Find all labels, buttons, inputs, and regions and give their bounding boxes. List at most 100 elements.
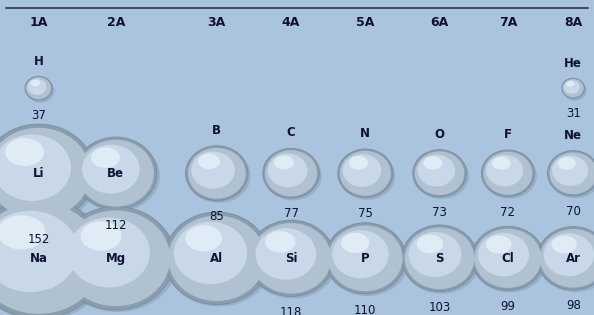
Ellipse shape	[27, 79, 54, 103]
Ellipse shape	[409, 232, 462, 277]
Ellipse shape	[325, 223, 406, 294]
Ellipse shape	[27, 79, 46, 95]
Ellipse shape	[563, 81, 587, 100]
Ellipse shape	[338, 149, 393, 198]
Ellipse shape	[472, 229, 547, 293]
Ellipse shape	[564, 80, 580, 94]
Ellipse shape	[341, 233, 369, 253]
Text: O: O	[435, 128, 444, 140]
Ellipse shape	[68, 217, 150, 287]
Ellipse shape	[30, 80, 40, 86]
Ellipse shape	[474, 229, 542, 288]
Ellipse shape	[563, 79, 584, 97]
Ellipse shape	[0, 215, 45, 249]
Text: 112: 112	[105, 219, 127, 232]
Ellipse shape	[403, 228, 480, 294]
Text: Mg: Mg	[106, 252, 126, 265]
Ellipse shape	[537, 226, 594, 290]
Ellipse shape	[405, 227, 475, 289]
Ellipse shape	[0, 201, 110, 315]
Text: 75: 75	[358, 207, 373, 220]
Text: S: S	[435, 252, 444, 265]
Ellipse shape	[5, 138, 44, 166]
Ellipse shape	[326, 226, 409, 296]
Text: 72: 72	[500, 206, 516, 219]
Ellipse shape	[191, 152, 235, 189]
Text: 4A: 4A	[282, 15, 300, 29]
Ellipse shape	[540, 229, 594, 288]
Ellipse shape	[482, 153, 537, 199]
Text: Li: Li	[33, 167, 45, 180]
Ellipse shape	[413, 150, 466, 197]
Text: 1A: 1A	[30, 15, 48, 29]
Text: 99: 99	[500, 300, 516, 313]
Ellipse shape	[343, 154, 381, 187]
Ellipse shape	[265, 231, 295, 253]
Ellipse shape	[274, 155, 294, 169]
Ellipse shape	[484, 152, 532, 195]
Ellipse shape	[268, 154, 308, 187]
Ellipse shape	[414, 152, 469, 199]
Ellipse shape	[415, 152, 465, 195]
Ellipse shape	[332, 230, 388, 278]
Ellipse shape	[349, 156, 368, 170]
Text: 110: 110	[354, 304, 377, 315]
Text: 5A: 5A	[356, 15, 374, 29]
Text: He: He	[564, 57, 582, 70]
Ellipse shape	[248, 220, 334, 296]
Ellipse shape	[263, 148, 320, 198]
Ellipse shape	[0, 124, 94, 222]
Ellipse shape	[81, 221, 122, 251]
Ellipse shape	[538, 229, 594, 292]
Ellipse shape	[340, 151, 391, 196]
Ellipse shape	[552, 236, 577, 254]
Ellipse shape	[562, 78, 584, 98]
Ellipse shape	[264, 151, 322, 200]
Ellipse shape	[165, 215, 273, 306]
Text: 98: 98	[565, 300, 581, 312]
Ellipse shape	[549, 153, 594, 198]
Text: Be: Be	[108, 167, 124, 180]
Ellipse shape	[75, 137, 157, 209]
Ellipse shape	[188, 148, 246, 199]
Ellipse shape	[0, 198, 107, 315]
Text: 6A: 6A	[431, 15, 448, 29]
Ellipse shape	[57, 207, 175, 310]
Ellipse shape	[58, 209, 178, 312]
Ellipse shape	[328, 226, 403, 291]
Ellipse shape	[478, 233, 529, 276]
Text: 7A: 7A	[499, 15, 517, 29]
Ellipse shape	[492, 157, 510, 170]
Text: H: H	[34, 55, 43, 68]
Ellipse shape	[248, 223, 337, 299]
Ellipse shape	[185, 225, 222, 251]
Text: Al: Al	[210, 252, 223, 265]
Ellipse shape	[75, 140, 160, 212]
Text: 118: 118	[280, 306, 302, 315]
Text: F: F	[504, 128, 512, 141]
Text: B: B	[212, 123, 222, 136]
Ellipse shape	[168, 215, 266, 301]
Text: 77: 77	[283, 207, 299, 220]
Ellipse shape	[185, 146, 248, 201]
Ellipse shape	[255, 228, 316, 280]
Ellipse shape	[567, 81, 574, 87]
Text: 37: 37	[31, 109, 46, 122]
Ellipse shape	[0, 211, 78, 292]
Ellipse shape	[552, 155, 588, 186]
Ellipse shape	[91, 147, 120, 168]
Ellipse shape	[339, 152, 396, 200]
Ellipse shape	[558, 157, 576, 170]
Text: N: N	[361, 127, 370, 140]
Text: 70: 70	[565, 205, 581, 218]
Text: 3A: 3A	[208, 15, 226, 29]
Ellipse shape	[165, 212, 269, 305]
Ellipse shape	[78, 140, 154, 207]
Ellipse shape	[402, 225, 478, 292]
Ellipse shape	[481, 150, 535, 197]
Text: 31: 31	[565, 106, 581, 120]
Ellipse shape	[424, 156, 443, 170]
Text: 8A: 8A	[564, 15, 582, 29]
Ellipse shape	[548, 151, 594, 196]
Ellipse shape	[0, 127, 97, 224]
